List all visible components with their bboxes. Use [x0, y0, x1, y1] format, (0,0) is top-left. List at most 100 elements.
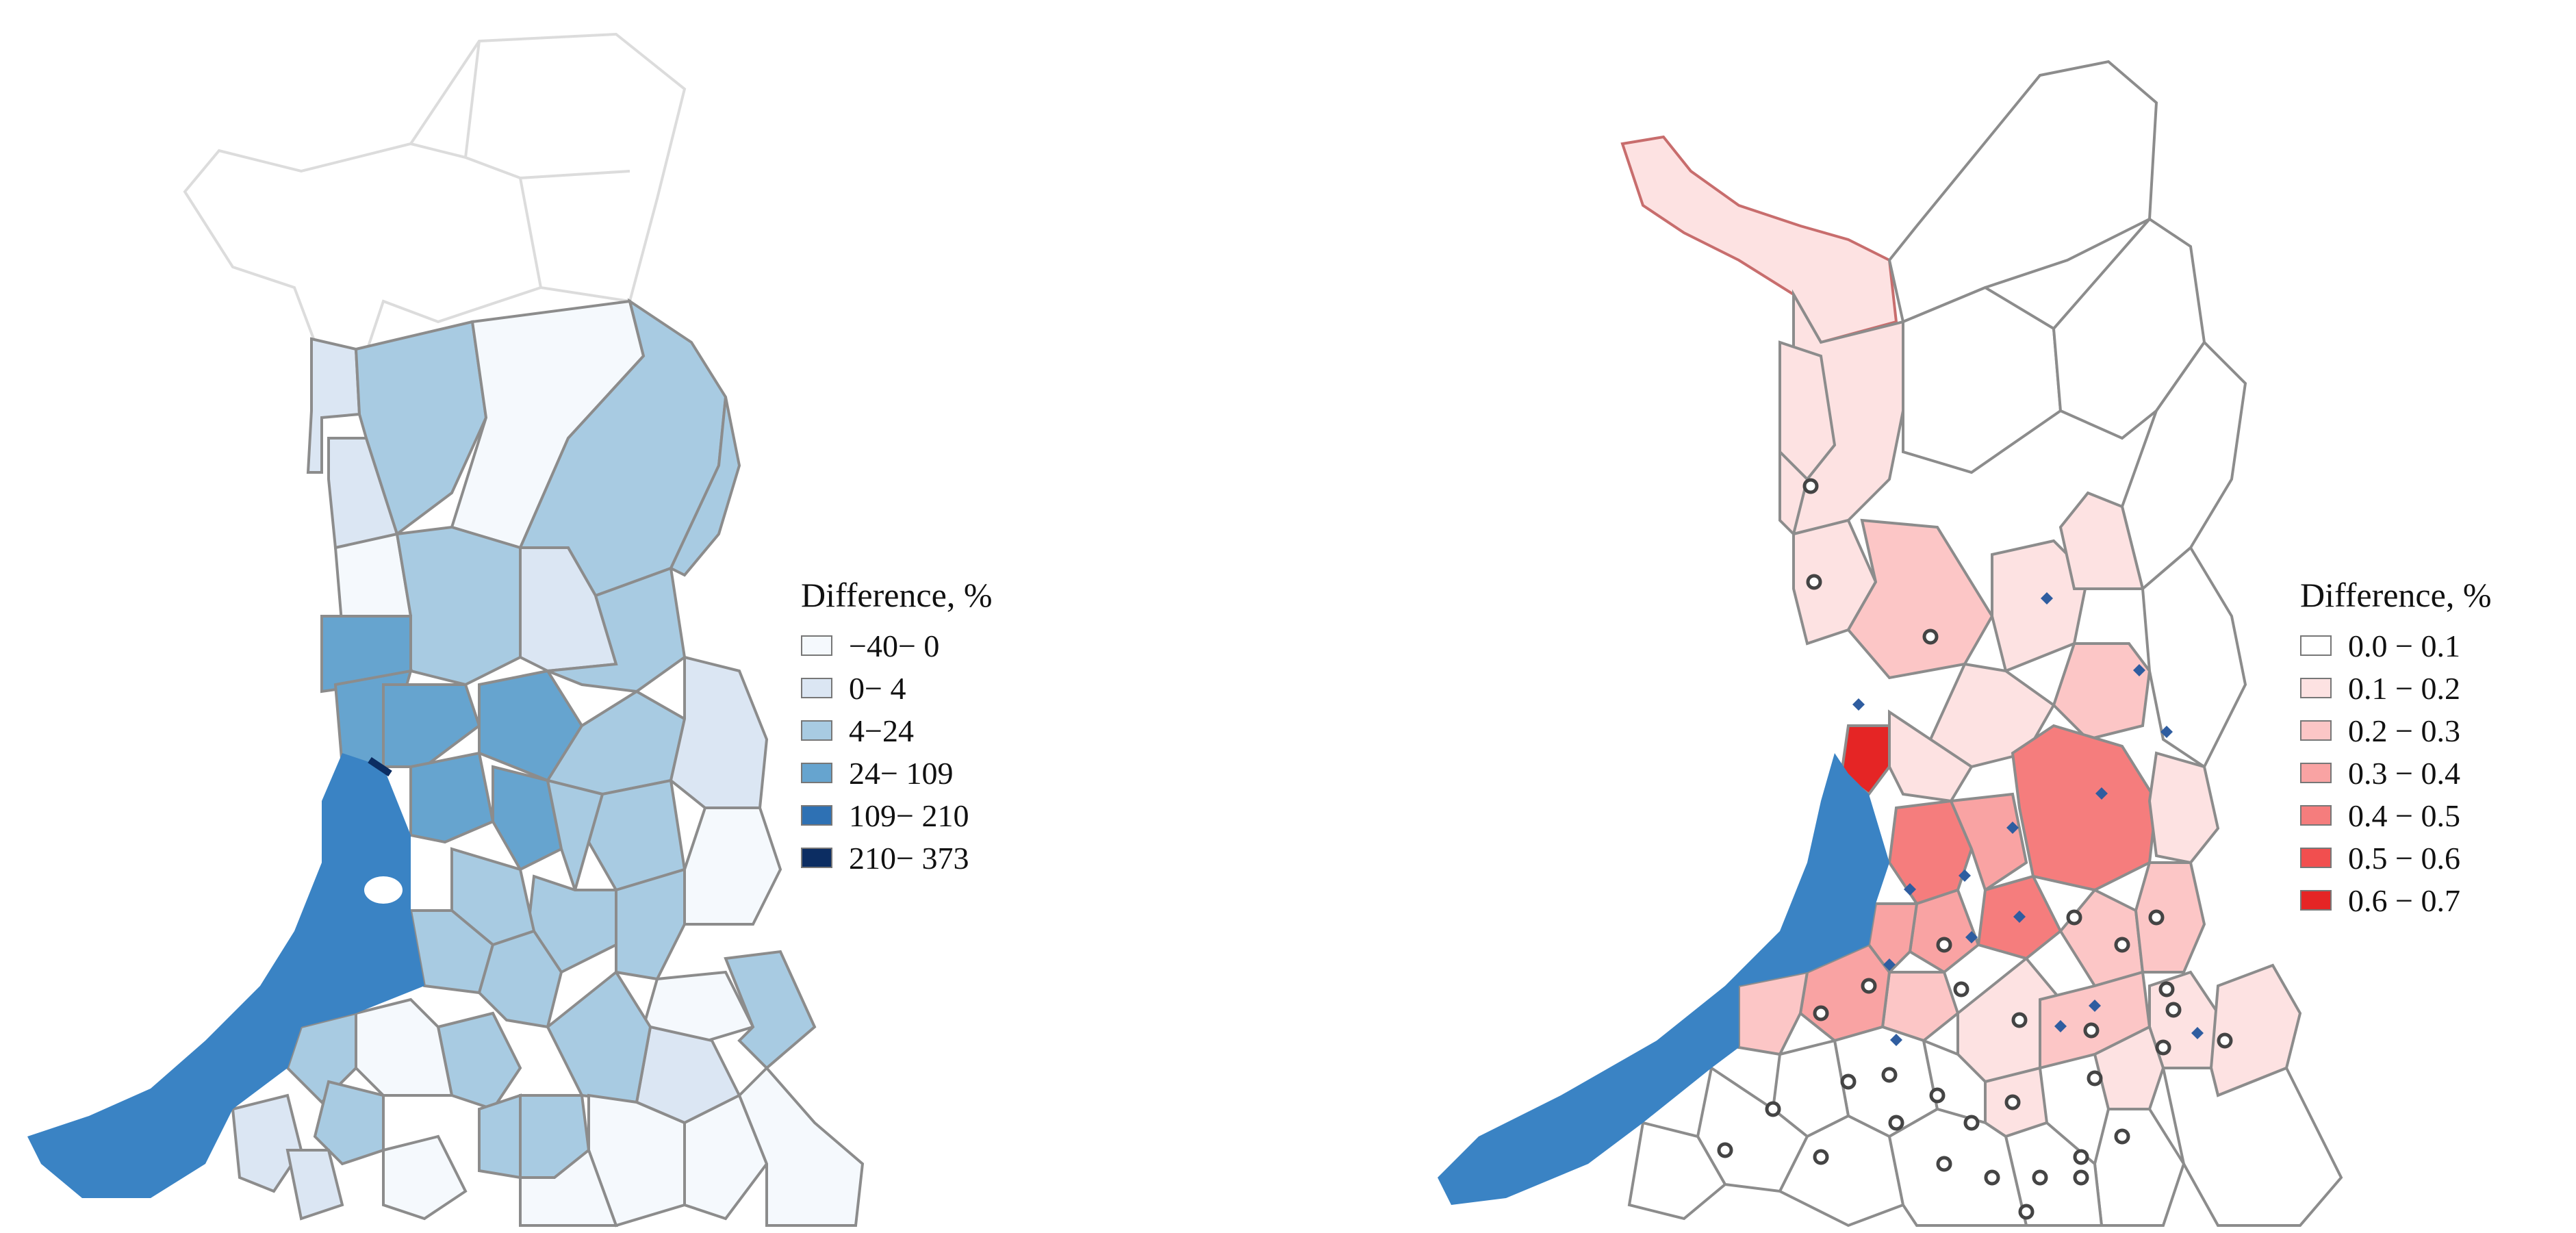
diamond-icon — [1965, 931, 1978, 943]
diamond-icon — [2089, 1000, 2101, 1012]
right-legend-swatch — [2300, 635, 2332, 656]
open-circle-icon — [1806, 574, 1822, 590]
left-legend-title: Difference, % — [801, 576, 993, 614]
open-circle-icon — [1861, 978, 1877, 994]
right-legend: Difference, % 0.0 − 0.1 0.1 − 0.2 0.2 − 0.… — [2300, 575, 2491, 921]
left-legend-entry: 4−24 — [801, 709, 992, 752]
diamond-icon — [1959, 869, 1971, 882]
right-region — [1867, 902, 1919, 975]
diamond-icon — [2095, 787, 2108, 800]
left-region — [382, 1134, 468, 1221]
open-circle-icon — [2018, 1204, 2035, 1220]
diamond-icon — [1904, 883, 1916, 895]
left-region — [492, 765, 563, 872]
open-circle-icon — [2083, 1022, 2100, 1039]
diamond-icon — [1890, 1034, 1902, 1046]
left-island — [364, 876, 403, 904]
right-region — [1778, 340, 1837, 481]
open-circle-icon — [2158, 981, 2175, 997]
right-region — [2161, 1066, 2343, 1227]
right-region — [2058, 491, 2145, 590]
diamond-icon — [1883, 958, 1896, 971]
right-region — [2147, 751, 2220, 865]
right-legend-swatch — [2300, 805, 2332, 826]
right-legend-entry: 0.2 − 0.3 — [2300, 709, 2491, 752]
right-region — [2141, 545, 2247, 769]
open-circle-icon — [2004, 1094, 2021, 1110]
open-circle-icon — [2148, 909, 2165, 926]
left-region — [737, 1066, 865, 1227]
left-region — [546, 778, 604, 895]
right-legend-label: 0.3 − 0.4 — [2348, 755, 2460, 791]
diamond-icon — [2054, 1020, 2067, 1032]
right-region — [2058, 888, 2145, 988]
right-region — [2093, 1025, 2165, 1110]
right-region — [1846, 518, 1994, 680]
left-region — [546, 970, 652, 1104]
open-circle-icon — [2073, 1149, 2089, 1165]
left-legend-label: −40− 0 — [849, 628, 940, 663]
left-legend-label: 24− 109 — [849, 755, 954, 791]
diamond-icon — [2013, 911, 2026, 923]
right-region — [2052, 642, 2152, 741]
right-legend-label: 0.4 − 0.5 — [2348, 798, 2460, 833]
open-circle-icon — [2114, 937, 2130, 953]
left-region — [382, 683, 481, 768]
diamond-icon — [1852, 698, 1865, 711]
open-circle-icon — [1840, 1073, 1857, 1090]
open-circle-icon — [2217, 1032, 2233, 1049]
right-legend-swatch — [2300, 678, 2332, 698]
right-legend-swatch — [2300, 720, 2332, 741]
right-legend-label: 0.2 − 0.3 — [2348, 713, 2460, 748]
right-region — [2093, 1108, 2186, 1227]
right-legend-swatch — [2300, 763, 2332, 783]
left-region — [683, 806, 782, 926]
diamond-icon — [2160, 726, 2173, 738]
left-legend-swatch — [801, 635, 832, 656]
left-legend-label: 0− 4 — [849, 670, 906, 706]
diamond-icon — [2191, 1027, 2204, 1039]
right-region — [1627, 1121, 1727, 1221]
open-circle-icon — [2011, 1012, 2028, 1028]
left-legend-swatch — [801, 678, 832, 698]
right-legend-swatch — [2300, 890, 2332, 911]
right-region — [1737, 970, 1809, 1056]
right-legend-entry: 0.1 − 0.2 — [2300, 667, 2491, 709]
right-region — [1887, 1107, 2028, 1227]
right-region — [2134, 861, 2206, 974]
right-legend-entry: 0.5 − 0.6 — [2300, 837, 2491, 879]
diamond-icon — [2133, 664, 2145, 676]
open-circle-icon — [1963, 1115, 1980, 1131]
open-circle-icon — [2066, 909, 2082, 926]
open-circle-icon — [1922, 628, 1939, 645]
open-circle-icon — [1936, 937, 1952, 953]
open-circle-icon — [1717, 1142, 1733, 1158]
right-circle-markers — [1717, 478, 2233, 1220]
left-legend-label: 4−24 — [849, 713, 914, 748]
open-circle-icon — [1813, 1005, 1829, 1021]
diamond-icon — [2041, 592, 2053, 605]
right-legend-label: 0.5 − 0.6 — [2348, 840, 2460, 876]
left-map-panel: Difference, % −40− 0 0− 4 4−24 24− 109 109− … — [0, 0, 1287, 1233]
open-circle-icon — [1888, 1115, 1904, 1131]
right-map — [1438, 60, 2343, 1228]
open-circle-icon — [2165, 1002, 2182, 1018]
right-legend-label: 0.6 − 0.7 — [2348, 882, 2460, 918]
open-circle-icon — [1802, 478, 1819, 494]
left-legend-label: 210− 373 — [849, 840, 969, 876]
open-circle-icon — [2155, 1039, 2171, 1056]
left-region — [519, 1147, 618, 1227]
left-map — [27, 32, 865, 1228]
right-legend-entry: 0.3 − 0.4 — [2300, 752, 2491, 794]
left-region — [355, 997, 454, 1097]
left-region — [669, 655, 769, 809]
left-legend-swatch — [801, 720, 832, 741]
right-region — [1902, 285, 2063, 474]
right-legend-entry: 0.6 − 0.7 — [2300, 879, 2491, 921]
left-legend: Difference, % −40− 0 0− 4 4−24 24− 109 109− … — [801, 575, 992, 879]
right-legend-label: 0.0 − 0.1 — [2348, 628, 2460, 663]
left-region — [547, 566, 687, 694]
open-circle-icon — [1984, 1169, 2000, 1186]
left-region — [669, 396, 741, 577]
open-circle-icon — [1813, 1149, 1829, 1165]
